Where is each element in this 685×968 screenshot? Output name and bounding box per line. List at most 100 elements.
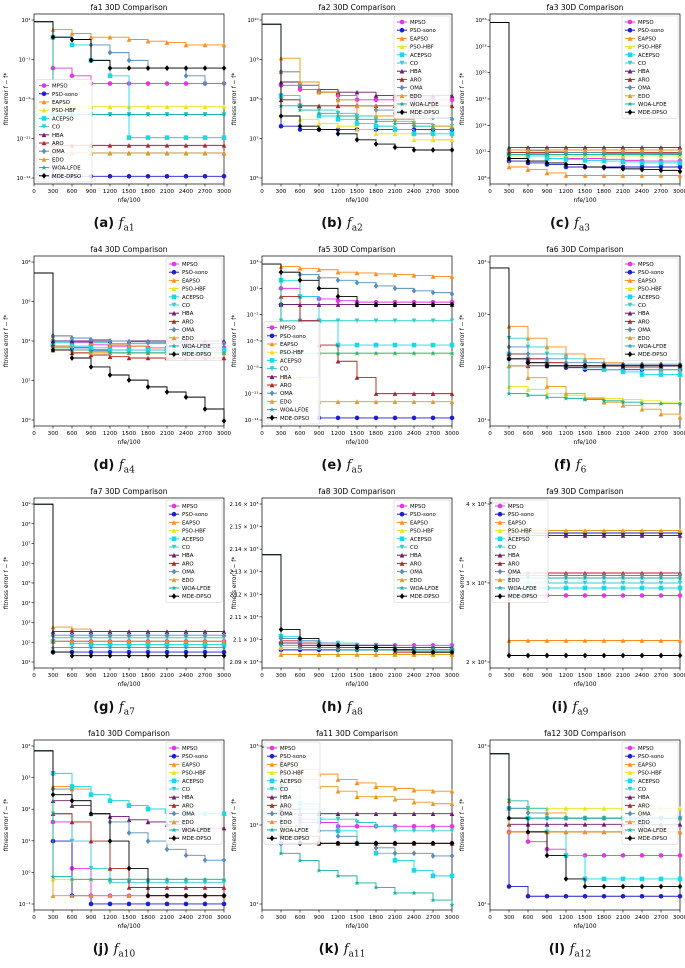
- marker-EDO: [171, 335, 177, 341]
- series-MDE-DPSO: [262, 263, 455, 308]
- legend-entry: ARO: [410, 77, 422, 83]
- marker-PSO-HBF: [392, 131, 398, 137]
- legend-entry: MPSO: [52, 84, 68, 90]
- marker-PSO-sono: [145, 649, 151, 655]
- legend-entry: HBA: [638, 311, 650, 317]
- marker-WOA-LFDE: [582, 152, 588, 157]
- marker-MDE-DPSO: [316, 642, 322, 649]
- marker-EDO: [601, 829, 607, 835]
- marker-PSO-HBF: [449, 137, 455, 143]
- x-tick-label: 1800: [369, 431, 384, 437]
- marker-EAPSO: [582, 638, 588, 643]
- legend-entry: WOA-LFDE: [410, 102, 439, 108]
- series-MDE-DPSO: [490, 502, 683, 659]
- chart-caption: (k) fa11: [318, 942, 366, 960]
- x-tick-label: 1800: [141, 431, 156, 437]
- marker-MDE-DPSO: [449, 301, 455, 308]
- marker-MPSO: [639, 593, 645, 598]
- marker-EDO: [145, 150, 151, 156]
- marker-ARO: [221, 143, 227, 148]
- marker-ARO: [497, 561, 503, 566]
- chart-caption: (l) fa12: [548, 942, 592, 960]
- x-tick-label: 300: [48, 915, 59, 921]
- marker-EDO: [316, 652, 322, 657]
- marker-EDO: [354, 103, 360, 109]
- marker-ACEPSO: [126, 135, 132, 140]
- marker-OMA: [69, 335, 75, 341]
- marker-EDO: [582, 829, 588, 835]
- marker-PSO-HBF: [171, 770, 177, 775]
- legend-entry: EDO: [410, 94, 422, 100]
- series-WOA-LFDE: [490, 267, 683, 406]
- legend-entry: EAPSO: [638, 278, 656, 284]
- legend-entry: MPSO: [280, 326, 296, 332]
- marker-EDO: [449, 123, 455, 129]
- marker-EDO: [677, 147, 683, 153]
- legend: MPSO PSO-sono EAPSO PSO-HBF ACEPSO CO HBA ARO OM…: [621, 15, 679, 119]
- x-tick-label: 900: [86, 431, 97, 437]
- marker-ARO: [269, 803, 275, 808]
- marker-MDE-DPSO: [126, 377, 132, 384]
- marker-ACEPSO: [221, 811, 227, 817]
- legend-entry: MDE-DPSO: [638, 836, 667, 842]
- marker-EAPSO: [620, 638, 626, 643]
- legend-entry: MDE-DPSO: [52, 174, 81, 180]
- marker-OMA: [202, 632, 208, 639]
- series-line-MDE-DPSO: [262, 263, 452, 306]
- marker-PSO-HBF: [269, 770, 275, 775]
- marker-MPSO: [107, 81, 113, 86]
- marker-WOA-LFDE: [297, 645, 303, 650]
- marker-EAPSO: [582, 173, 588, 178]
- marker-OMA: [335, 833, 341, 840]
- x-tick-label: 300: [276, 915, 287, 921]
- marker-EAPSO: [69, 31, 75, 36]
- series-line-EAPSO: [490, 22, 680, 176]
- marker-EAPSO: [316, 267, 322, 273]
- legend-entry: ACEPSO: [52, 116, 74, 122]
- marker-EDO: [335, 652, 341, 657]
- marker-ACEPSO: [677, 876, 683, 882]
- marker-MDE-DPSO: [126, 652, 132, 659]
- marker-OMA: [107, 632, 113, 639]
- marker-PSO-sono: [639, 893, 645, 899]
- marker-HBA: [335, 302, 341, 307]
- marker-ARO: [107, 143, 113, 148]
- marker-HBA: [411, 811, 417, 817]
- marker-OMA: [171, 326, 177, 333]
- marker-MDE-DPSO: [354, 840, 360, 847]
- marker-MDE-DPSO: [627, 835, 633, 842]
- chart-caption: (i) fa9: [551, 700, 589, 718]
- x-tick-label: 2700: [426, 915, 441, 921]
- marker-WOA-LFDE: [601, 575, 607, 581]
- marker-WOA-LFDE: [430, 127, 436, 132]
- x-axis-label: nfe/100: [345, 197, 368, 204]
- y-tick-label: 10¹⁴: [475, 122, 486, 129]
- x-tick-label: 1200: [559, 189, 574, 195]
- x-tick-label: 0: [32, 915, 36, 921]
- legend-entry: PSO-HBF: [280, 771, 304, 777]
- y-tick-label: 10²: [21, 378, 30, 385]
- marker-EDO: [582, 147, 588, 153]
- marker-PSO-sono: [269, 753, 275, 759]
- marker-EDO: [392, 796, 398, 802]
- marker-ACEPSO: [202, 135, 208, 140]
- x-axis-label: nfe/100: [117, 681, 140, 688]
- legend-entry: OMA: [508, 570, 521, 576]
- marker-OMA: [582, 572, 588, 579]
- marker-MDE-DPSO: [411, 649, 417, 656]
- legend-entry: EAPSO: [410, 520, 428, 526]
- marker-MDE-DPSO: [145, 65, 151, 71]
- x-tick-label: 600: [67, 189, 78, 195]
- marker-OMA: [221, 80, 227, 87]
- legend-entry: CO: [638, 303, 646, 309]
- legend-entry: ACEPSO: [508, 537, 530, 543]
- legend-entry: ARO: [280, 803, 292, 809]
- legend-entry: OMA: [182, 812, 195, 818]
- x-tick-label: 2700: [654, 189, 669, 195]
- marker-HBA: [601, 533, 607, 538]
- marker-WOA-LFDE: [582, 575, 588, 581]
- marker-EAPSO: [677, 173, 683, 178]
- marker-WOA-LFDE: [627, 101, 633, 107]
- marker-OMA: [677, 572, 683, 579]
- marker-MDE-DPSO: [88, 652, 94, 659]
